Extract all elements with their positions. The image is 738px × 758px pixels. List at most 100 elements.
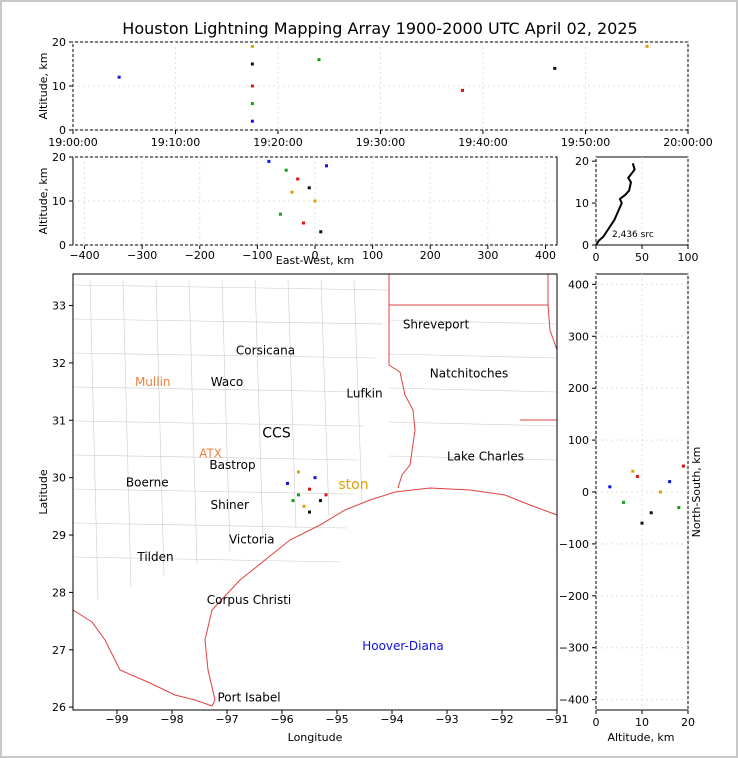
p1-xtick-label: 19:00:00: [48, 136, 97, 149]
altitude-ns-point: [658, 490, 662, 494]
altitude-histogram-panel: 0 50 100 0 10 20 2,436 src: [575, 155, 699, 264]
p5-ytick-label: −400: [559, 694, 589, 707]
chart-title: Houston Lightning Mapping Array 1900-200…: [122, 19, 637, 38]
eastwest-altitude-point: [313, 199, 317, 203]
p2-xtick-label: 400: [535, 249, 556, 262]
city-label: Tilden: [136, 550, 173, 564]
altitude-ns-panel: 0 10 20 −400 −300 −200 −100 0 100 200 300 400 Altit…: [559, 273, 703, 744]
state-borders: [389, 274, 558, 421]
map-xtick-label: −92: [490, 713, 513, 726]
histogram-frame: [595, 156, 689, 246]
time-altitude-point: [553, 66, 557, 70]
map-source-point: [313, 476, 317, 480]
map-source-point: [291, 499, 295, 503]
altitude-ns-point: [640, 521, 644, 525]
texas-louisiana-border: [388, 274, 416, 489]
map-ytick-label: 27: [52, 644, 66, 657]
time-altitude-point: [250, 119, 254, 123]
p2-xtick-label: 100: [362, 249, 383, 262]
map-xtick-label: −96: [270, 713, 293, 726]
map-ytick-label: 29: [52, 529, 66, 542]
map-frame: [72, 273, 558, 711]
p3-xtick-label: 100: [678, 251, 699, 264]
p2-ytick-label: 0: [59, 239, 66, 252]
city-label: Shreveport: [403, 318, 470, 332]
p3-ytick-label: 20: [575, 155, 589, 168]
city-label: Lufkin: [346, 386, 382, 400]
p1-ytick-label: 0: [59, 124, 66, 137]
p1-xtick-label: 19:40:00: [458, 136, 507, 149]
p5-ytick-label: −100: [559, 538, 589, 551]
city-label: Mullin: [135, 375, 171, 389]
p3-xtick-label: 50: [635, 251, 649, 264]
city-label: Shiner: [211, 498, 250, 512]
time-altitude-point: [250, 84, 254, 88]
partial-label: CCS: [262, 426, 291, 442]
county-line: [72, 386, 372, 393]
county-line: [155, 279, 165, 577]
eastwest-altitude-point: [307, 186, 311, 190]
p1-ytick-label: 20: [52, 36, 66, 49]
parish-line: [388, 387, 558, 393]
map-xtick-label: −99: [105, 713, 128, 726]
city-label: Hoover-Diana: [362, 639, 444, 653]
map-ytick-label: 33: [52, 300, 66, 313]
county-line: [72, 318, 384, 325]
map-ylabel: Latitude: [37, 469, 50, 515]
eastwest-altitude-point: [296, 177, 300, 181]
histogram-source-count: 2,436 src: [612, 230, 654, 240]
histogram-line: [595, 163, 636, 246]
map-ytick-label: 26: [52, 701, 66, 714]
time-altitude-point: [250, 44, 254, 48]
parish-line: [388, 421, 558, 427]
eastwest-altitude-ylabel: Altitude, km: [37, 167, 50, 234]
p5-ytick-label: −300: [559, 642, 589, 655]
p3-ytick-label: 10: [575, 197, 589, 210]
county-line: [72, 522, 348, 529]
partial-label: ston: [338, 477, 368, 493]
p2-xtick-label: −200: [185, 249, 215, 262]
p5-ytick-label: 200: [568, 382, 589, 395]
map-xtick-label: −93: [435, 713, 458, 726]
p5-xtick-label: 10: [635, 716, 649, 729]
altitude-ns-point: [631, 469, 635, 473]
county-line: [287, 279, 297, 529]
county-line: [72, 420, 366, 427]
city-label: Victoria: [229, 533, 275, 547]
map-source-point: [302, 504, 306, 508]
p2-xtick-label: −400: [69, 249, 99, 262]
p5-ytick-label: 100: [568, 434, 589, 447]
parish-line: [388, 455, 558, 461]
map-ytick-label: 32: [52, 357, 66, 370]
altitude-ns-point: [668, 480, 672, 484]
p2-xtick-label: 0: [312, 249, 319, 262]
p3-ytick-label: 0: [582, 239, 589, 252]
time-altitude-point: [461, 88, 464, 92]
p5-xtick-label: 0: [593, 716, 600, 729]
p2-xtick-label: 200: [420, 249, 441, 262]
county-line: [72, 454, 360, 461]
map-source-point: [297, 470, 300, 474]
city-label: Corpus Christi: [207, 593, 292, 607]
map-source-point: [308, 510, 311, 514]
p3-xtick-label: 0: [593, 251, 600, 264]
map-source-point: [297, 493, 300, 497]
map-background: [73, 274, 557, 710]
city-label: Boerne: [126, 475, 169, 489]
eastwest-altitude-point: [325, 164, 329, 168]
p2-xtick-label: −100: [242, 249, 272, 262]
p2-ytick-label: 10: [52, 195, 66, 208]
city-label: Natchitoches: [430, 366, 508, 380]
p1-xtick-label: 19:50:00: [561, 136, 610, 149]
map-xtick-label: −98: [160, 713, 183, 726]
p1-xtick-label: 19:20:00: [253, 136, 302, 149]
p5-ytick-label: 300: [568, 330, 589, 343]
county-line: [254, 279, 264, 541]
city-label: Waco: [211, 375, 243, 389]
p1-xtick-label: 20:00:00: [663, 136, 712, 149]
p5-ytick-label: −200: [559, 590, 589, 603]
city-label: ATX: [199, 447, 222, 461]
map-xtick-label: −91: [545, 713, 568, 726]
altitude-ns-xlabel: Altitude, km: [607, 731, 674, 744]
county-line: [320, 279, 330, 517]
